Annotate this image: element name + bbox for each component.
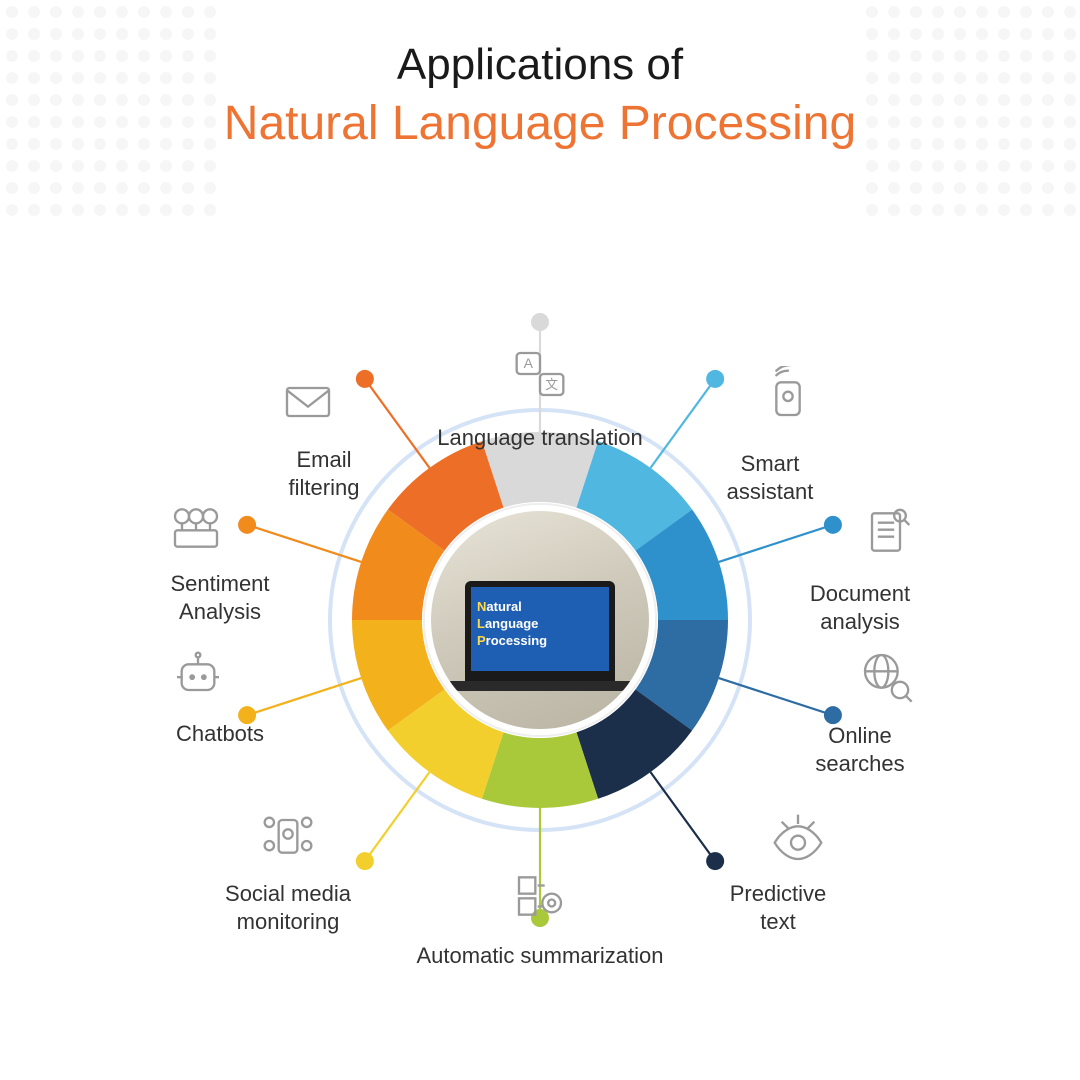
- spoke-dot-9: [356, 370, 374, 388]
- spoke-dot-2: [824, 516, 842, 534]
- translate-icon: A文: [512, 346, 568, 402]
- laptop-icon: NaturalLanguageProcessing: [465, 581, 615, 681]
- spoke-dot-3: [824, 706, 842, 724]
- eye-icon: [770, 810, 826, 866]
- center-image: NaturalLanguageProcessing: [425, 505, 655, 735]
- spoke-dot-0: [531, 313, 549, 331]
- svg-text:文: 文: [545, 377, 558, 392]
- laptop-screen: NaturalLanguageProcessing: [471, 587, 609, 671]
- social-icon: [260, 806, 316, 862]
- chatbot-icon: [170, 648, 226, 704]
- spoke-dot-7: [238, 706, 256, 724]
- assistant-icon: [760, 366, 816, 422]
- spoke-dot-1: [706, 370, 724, 388]
- summary-icon: [512, 868, 568, 924]
- spoke-9: [365, 379, 430, 468]
- email-icon: [280, 374, 336, 430]
- document-icon: [858, 504, 914, 560]
- spoke-6: [365, 772, 430, 861]
- spoke-dot-8: [238, 516, 256, 534]
- spoke-dot-6: [356, 852, 374, 870]
- spoke-dot-4: [706, 852, 724, 870]
- globe-icon: [858, 648, 914, 704]
- svg-text:A: A: [524, 355, 534, 371]
- sentiment-icon: [168, 500, 224, 556]
- laptop-base: [450, 681, 630, 691]
- spoke-4: [651, 772, 716, 861]
- radial-chart: NaturalLanguageProcessing Language trans…: [90, 170, 990, 1070]
- spoke-1: [651, 379, 716, 468]
